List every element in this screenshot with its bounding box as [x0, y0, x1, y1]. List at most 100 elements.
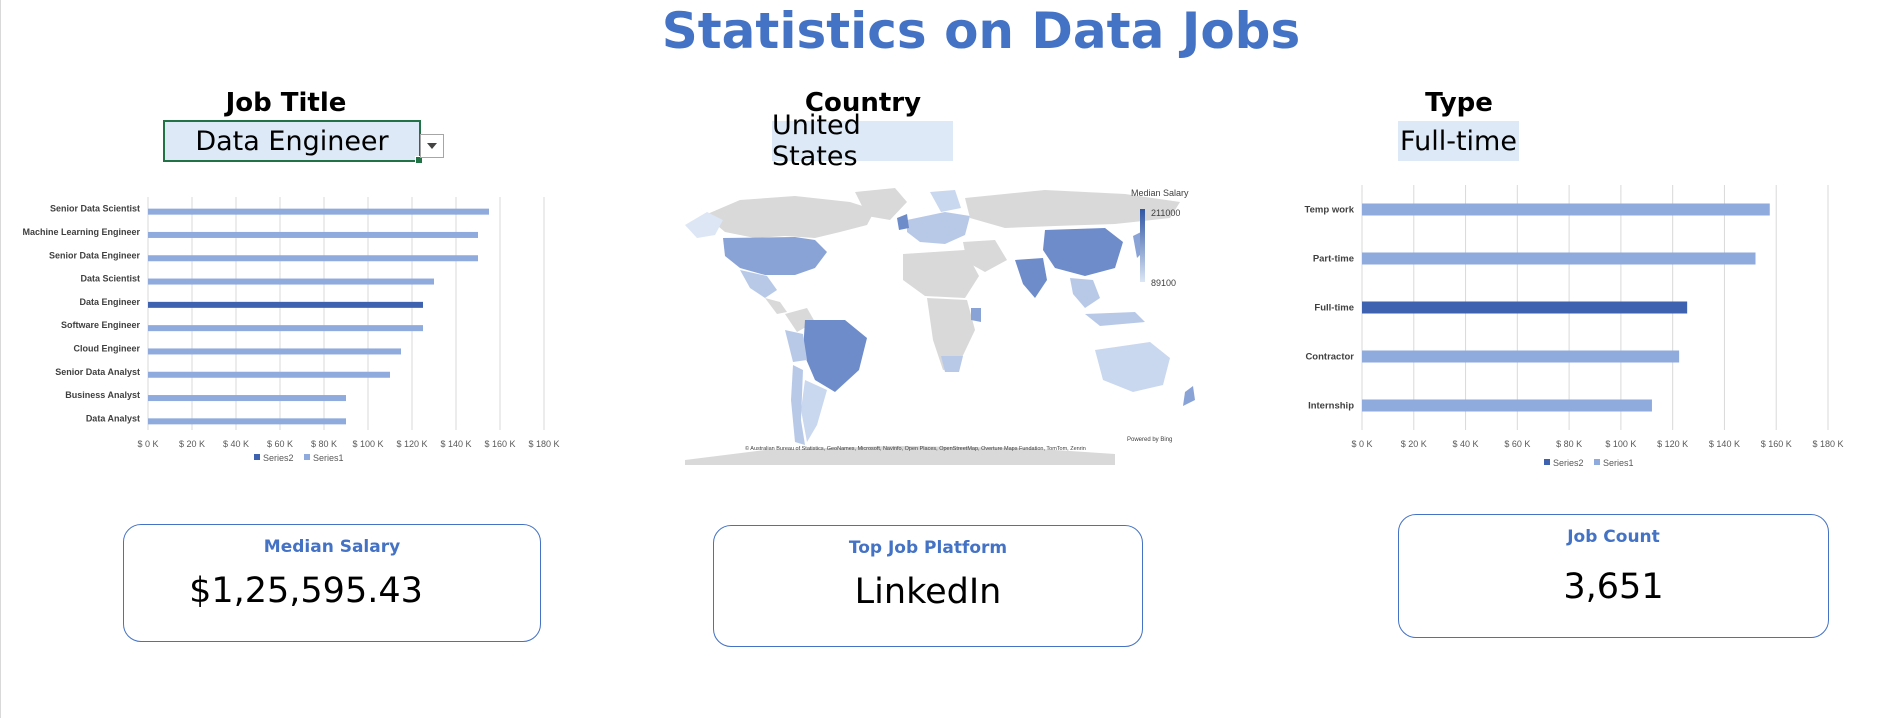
bar-series1[interactable] [148, 255, 478, 262]
bar-series1[interactable] [148, 348, 401, 355]
map-mexico [740, 270, 777, 298]
category-label: Senior Data Analyst [55, 367, 140, 377]
legend-swatch [1544, 459, 1550, 465]
map-africa-south [927, 298, 975, 370]
x-tick-label: $ 60 K [267, 439, 293, 449]
bar-series1[interactable] [148, 278, 434, 285]
job-title-filter[interactable]: Data Engineer [163, 120, 423, 164]
type-label: Type [1425, 88, 1493, 118]
job-count-value: 3,651 [1563, 567, 1664, 607]
bar-series2[interactable] [148, 301, 423, 308]
map-peru [785, 330, 807, 362]
bar-series1[interactable] [148, 395, 346, 402]
map-russia [965, 190, 1180, 228]
country-filter[interactable]: United States [772, 110, 953, 172]
category-label: Software Engineer [61, 320, 141, 330]
category-label: Part-time [1313, 254, 1354, 265]
chevron-down-icon [427, 143, 437, 149]
map-legend-title: Median Salary [1131, 188, 1189, 198]
legend-label: Series2 [263, 453, 294, 463]
median-salary-value: $1,25,595.43 [189, 571, 423, 611]
category-label: Full-time [1314, 303, 1354, 314]
map-credits: © Australian Bureau of Statistics, GeoNa… [745, 445, 1086, 452]
legend-swatch [304, 454, 310, 460]
x-tick-label: $ 0 K [137, 439, 158, 449]
category-label: Data Scientist [80, 274, 140, 284]
x-tick-label: $ 100 K [1605, 439, 1636, 449]
map-china [1043, 228, 1123, 276]
map-india [1015, 258, 1047, 298]
x-tick-label: $ 40 K [223, 439, 249, 449]
bar-series1[interactable] [1362, 399, 1652, 412]
map-land [685, 188, 1195, 465]
bar-series1[interactable] [148, 371, 390, 378]
job-title-dropdown-button[interactable] [420, 134, 444, 158]
category-label: Business Analyst [65, 390, 140, 400]
x-tick-label: $ 100 K [352, 439, 383, 449]
map-scandinavia [930, 190, 961, 212]
legend-swatch [1594, 459, 1600, 465]
x-tick-label: $ 160 K [484, 439, 515, 449]
category-label: Cloud Engineer [73, 343, 140, 353]
map-brazil [803, 320, 867, 392]
category-label: Temp work [1305, 205, 1355, 216]
x-tick-label: $ 20 K [1401, 439, 1427, 449]
bar-series2[interactable] [1362, 301, 1688, 314]
bar-series1[interactable] [1362, 203, 1770, 216]
map-europe [907, 212, 970, 244]
x-tick-label: $ 140 K [440, 439, 471, 449]
top-platform-value: LinkedIn [854, 572, 1002, 612]
map-africa-north [903, 250, 979, 298]
job-count-title: Job Count [1567, 527, 1660, 547]
x-tick-label: $ 180 K [1812, 439, 1843, 449]
map-middle-east [963, 240, 1007, 272]
x-tick-label: $ 40 K [1453, 439, 1479, 449]
map-indonesia [1085, 312, 1145, 326]
map-greenland [855, 188, 907, 220]
map-central-america [765, 298, 787, 314]
top-platform-card: Top Job Platform LinkedIn [713, 525, 1143, 647]
legend-label: Series1 [313, 453, 344, 463]
bar-series1[interactable] [1362, 252, 1756, 265]
category-label: Contractor [1305, 352, 1354, 363]
x-tick-label: $ 80 K [311, 439, 337, 449]
map-powered-by: Powered by Bing [1127, 437, 1172, 443]
map-alaska [685, 212, 723, 238]
map-new-zealand [1183, 386, 1195, 406]
category-label: Senior Data Scientist [50, 204, 140, 214]
map-antarctica [685, 446, 1115, 465]
type-filter[interactable]: Full-time [1398, 121, 1519, 161]
type-value: Full-time [1400, 125, 1517, 157]
x-tick-label: $ 60 K [1504, 439, 1530, 449]
map-legend-max: 211000 [1151, 208, 1180, 218]
map-uk [897, 214, 909, 230]
page-title: Statistics on Data Jobs [661, 2, 1301, 60]
x-tick-label: $ 180 K [528, 439, 559, 449]
x-tick-label: $ 20 K [179, 439, 205, 449]
job-count-card: Job Count 3,651 [1398, 514, 1829, 638]
map-australia [1095, 342, 1170, 392]
bar-series1[interactable] [148, 418, 346, 425]
median-salary-title: Median Salary [263, 537, 401, 557]
map-legend-scale [1140, 209, 1145, 282]
x-tick-label: $ 120 K [396, 439, 427, 449]
bar-series1[interactable] [148, 208, 489, 215]
x-tick-label: $ 80 K [1556, 439, 1582, 449]
median-salary-card: Median Salary $1,25,595.43 [123, 524, 541, 642]
bar-series1[interactable] [148, 231, 478, 238]
sheet-border [0, 0, 1, 718]
category-label: Data Engineer [79, 297, 140, 307]
bar-series1[interactable] [1362, 350, 1680, 363]
x-tick-label: $ 0 K [1351, 439, 1372, 449]
map-legend-min: 89100 [1151, 278, 1176, 288]
map-argentina [801, 380, 827, 442]
legend-swatch [254, 454, 260, 460]
category-label: Internship [1308, 401, 1354, 412]
job-title-salary-chart: $ 0 K $ 20 K $ 40 K $ 60 K $ 80 K $ 100 K $ 12… [22, 197, 560, 463]
country-value: United States [772, 110, 861, 172]
x-tick-label: $ 160 K [1761, 439, 1792, 449]
country-salary-map: Median Salary 211000 89100 Powered by Bi… [685, 188, 1195, 465]
bar-series1[interactable] [148, 325, 423, 332]
map-usa [723, 237, 827, 275]
map-se-asia [1070, 278, 1100, 308]
